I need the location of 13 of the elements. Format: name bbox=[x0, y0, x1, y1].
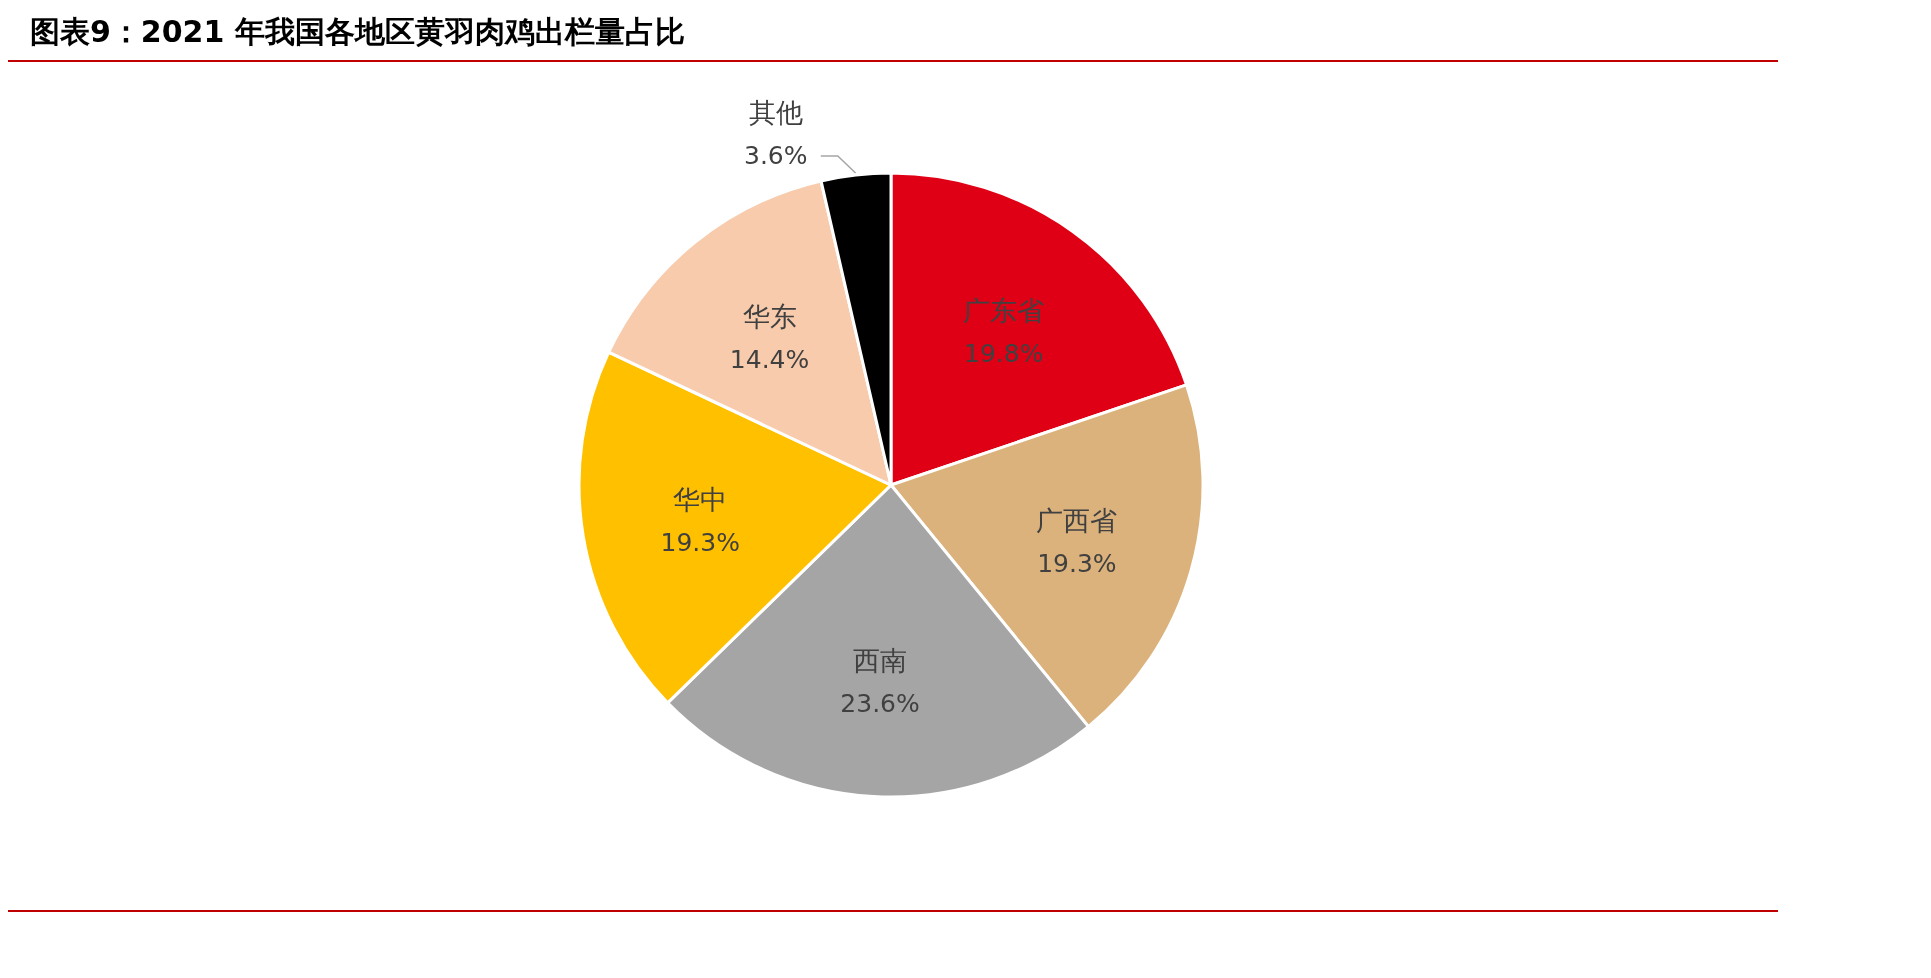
data-label: 19.3% bbox=[660, 528, 740, 558]
data-label: 19.3% bbox=[1037, 549, 1117, 579]
data-label: 3.6% bbox=[744, 140, 808, 170]
data-label: 14.4% bbox=[729, 345, 810, 375]
slice-label: 华中 bbox=[673, 484, 728, 516]
slice-label: 广西省 bbox=[1036, 505, 1118, 537]
data-label: 19.8% bbox=[964, 338, 1044, 368]
slice-label: 其他 bbox=[748, 96, 803, 128]
data-label: 23.6% bbox=[840, 689, 920, 719]
slice-label: 西南 bbox=[853, 645, 908, 677]
chart-title: 图表9：2021 年我国各地区黄羽肉鸡出栏量占比 bbox=[30, 14, 685, 49]
slice-label: 华东 bbox=[742, 301, 797, 333]
slice-label: 广东省 bbox=[963, 294, 1045, 326]
